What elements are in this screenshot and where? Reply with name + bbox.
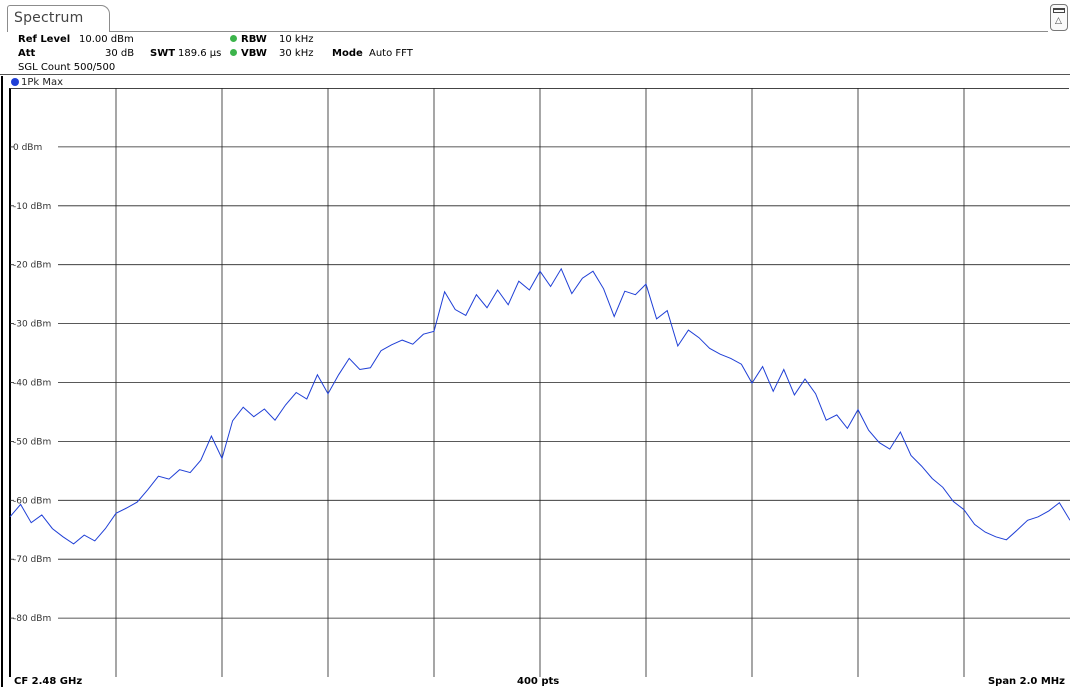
ref-level-value: 10.00 dBm (79, 34, 134, 45)
rbw-setting: RBW (230, 34, 267, 45)
trace-legend-marker (11, 78, 19, 86)
y-tick-label: -70 dBm (13, 555, 51, 565)
plot-grid (10, 88, 1070, 677)
sgl-count: SGL Count 500/500 (18, 62, 116, 73)
trace-legend: 1Pk Max (11, 77, 63, 88)
vbw-setting: VBW (230, 48, 267, 59)
y-tick-label: -60 dBm (13, 496, 51, 506)
swt-label: SWT (150, 48, 176, 59)
diagram-left-border (1, 76, 3, 687)
center-frequency: CF 2.48 GHz (14, 676, 83, 687)
span: Span 2.0 MHz (987, 676, 1065, 687)
y-tick-label: -30 dBm (13, 320, 51, 330)
att-label: Att (18, 48, 36, 59)
points-count: 400 pts (517, 676, 560, 687)
swt-value: 189.6 µs (178, 48, 222, 59)
vbw-value: 30 kHz (279, 48, 314, 59)
tab-divider (110, 31, 1048, 32)
rbw-value: 10 kHz (279, 34, 314, 45)
y-tick-label: -10 dBm (13, 202, 51, 212)
rbw-status-dot (230, 35, 237, 42)
y-tick-label: -50 dBm (13, 437, 51, 447)
y-tick-label: -20 dBm (13, 261, 51, 271)
trace-legend-label: 1Pk Max (21, 77, 64, 88)
y-tick-label: 0 dBm (13, 143, 42, 153)
mode-value: Auto FFT (369, 48, 413, 59)
warning-triangle-icon: △ (1055, 16, 1062, 26)
spectrum-tab[interactable]: Spectrum (7, 5, 110, 32)
ref-level-label: Ref Level (18, 34, 71, 45)
trace-1pk-max (9, 267, 1070, 545)
display-config-icon[interactable]: △ (1050, 4, 1068, 31)
att-value: 30 dB (105, 48, 135, 59)
vbw-status-dot (230, 49, 237, 56)
display-bars-glyph (1053, 8, 1065, 13)
y-tick-label: -40 dBm (13, 379, 51, 389)
header-divider (0, 74, 1070, 75)
spectrum-tab-label: Spectrum (14, 10, 84, 26)
mode-label: Mode (332, 48, 363, 59)
y-tick-label: -80 dBm (13, 614, 51, 624)
y-axis-tick-labels: 0 dBm -10 dBm -20 dBm -30 dBm -40 dBm -50 dBm… (13, 143, 51, 624)
